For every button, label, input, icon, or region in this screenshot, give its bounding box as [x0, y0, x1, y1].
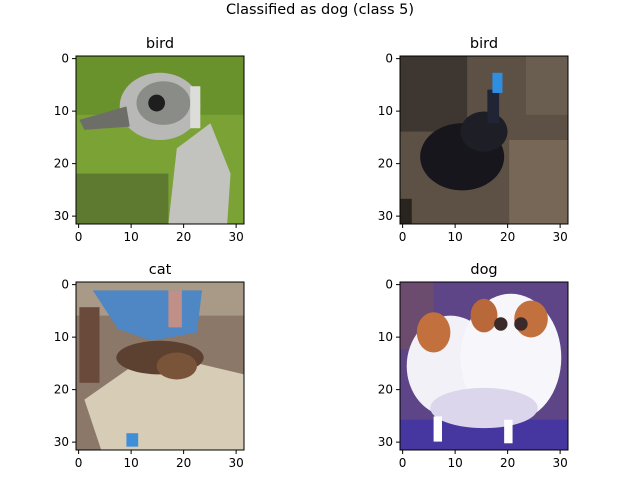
image-region	[430, 387, 538, 429]
y-tick-label: 0	[385, 278, 393, 292]
subplot-title: dog	[470, 262, 497, 278]
x-tick-label: 20	[176, 230, 191, 244]
image-region	[190, 86, 201, 129]
subplot-title: bird	[470, 36, 498, 52]
y-tick-label: 10	[54, 330, 69, 344]
image-region	[76, 173, 169, 224]
y-tick-label: 30	[54, 435, 69, 449]
y-tick-label: 10	[378, 330, 393, 344]
image-region	[400, 198, 412, 224]
x-tick-label: 0	[75, 230, 83, 244]
image-content	[400, 282, 568, 450]
subplot-panel: cat 0 10 20 30 0 10 20 30	[24, 256, 284, 486]
subplot-svg: bird 0 10 20 30 0 10 20 30	[378, 36, 569, 244]
image-content	[76, 56, 244, 224]
image-content	[76, 282, 244, 450]
x-tick-label: 30	[552, 230, 567, 244]
x-tick-label: 20	[500, 230, 515, 244]
image-content	[400, 56, 568, 224]
subplot-svg: cat 0 10 20 30 0 10 20 30	[54, 262, 245, 470]
y-tick-label: 30	[378, 435, 393, 449]
y-tick-label: 0	[385, 52, 393, 66]
x-tick-label: 30	[228, 456, 243, 470]
y-tick-label: 0	[61, 278, 69, 292]
image-region	[126, 433, 139, 447]
image-region	[509, 140, 568, 224]
y-tick-label: 20	[378, 383, 393, 397]
image-region	[156, 352, 197, 380]
x-tick-label: 10	[447, 456, 462, 470]
x-tick-label: 10	[123, 456, 138, 470]
x-tick-label: 20	[176, 456, 191, 470]
y-tick-label: 20	[54, 157, 69, 171]
image-region	[494, 317, 508, 331]
image-region	[504, 419, 513, 444]
image-region	[514, 317, 528, 331]
subplot-title: cat	[149, 262, 172, 278]
x-tick-label: 10	[123, 230, 138, 244]
x-tick-label: 0	[399, 230, 407, 244]
image-region	[492, 72, 503, 93]
image-region	[487, 89, 500, 124]
x-tick-label: 10	[447, 230, 462, 244]
y-tick-label: 30	[54, 209, 69, 223]
x-tick-label: 0	[75, 456, 83, 470]
y-tick-label: 0	[61, 52, 69, 66]
axes-frame	[75, 55, 245, 225]
subplot-svg: dog 0 10 20 30 0 10 20 30	[378, 262, 569, 470]
y-tick-label: 20	[54, 383, 69, 397]
image-region	[460, 111, 508, 152]
x-tick-label: 30	[228, 230, 243, 244]
image-region	[148, 94, 166, 112]
subplot-panel: bird 0 10 20 30 0 10 20 30	[348, 30, 608, 260]
subplot-panel: dog 0 10 20 30 0 10 20 30	[348, 256, 608, 486]
image-region	[168, 123, 231, 224]
x-tick-label: 30	[552, 456, 567, 470]
image-region	[470, 298, 498, 333]
axes-frame	[399, 281, 569, 451]
image-region	[526, 56, 568, 115]
image-region	[79, 307, 100, 383]
image-region	[84, 352, 244, 450]
y-tick-label: 20	[378, 157, 393, 171]
image-region	[416, 312, 451, 353]
y-tick-label: 10	[378, 104, 393, 118]
axes-frame	[75, 281, 245, 451]
y-tick-label: 30	[378, 209, 393, 223]
subplot-title: bird	[146, 36, 174, 52]
image-region	[400, 56, 468, 132]
image-region	[168, 290, 182, 328]
y-tick-label: 10	[54, 104, 69, 118]
subplot-panel: bird 0 10 20 30 0 10 20 30	[24, 30, 284, 260]
image-region	[79, 106, 130, 130]
x-tick-label: 0	[399, 456, 407, 470]
subplot-svg: bird 0 10 20 30 0 10 20 30	[54, 36, 245, 244]
x-tick-label: 20	[500, 456, 515, 470]
image-region	[433, 416, 442, 442]
axes-frame	[399, 55, 569, 225]
figure-suptitle: Classified as dog (class 5)	[225, 2, 415, 18]
